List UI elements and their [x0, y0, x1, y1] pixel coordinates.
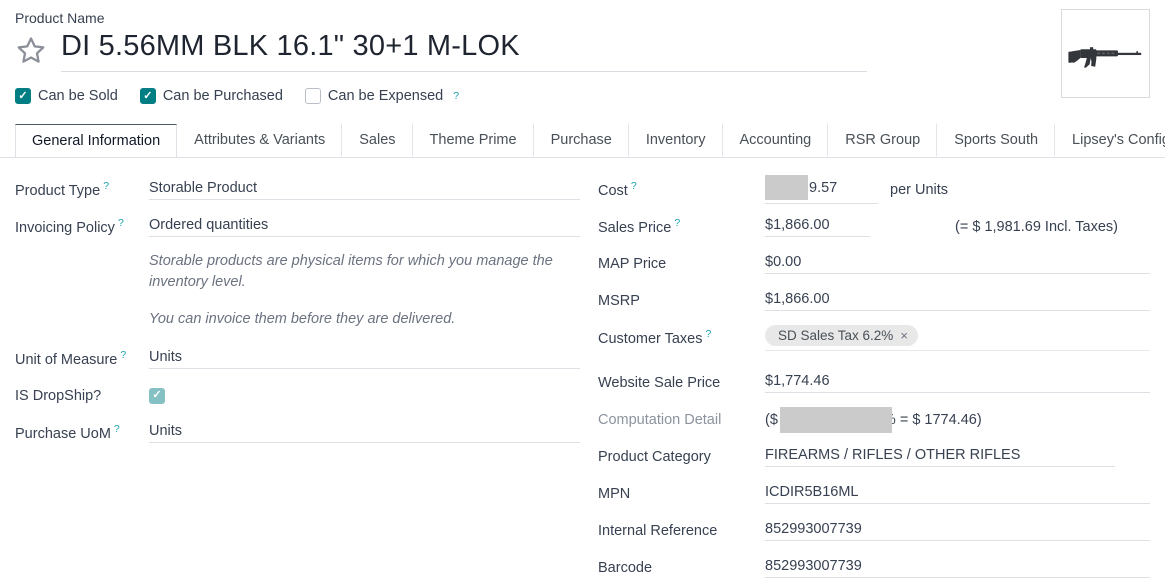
can-be-sold-checkbox[interactable]: Can be Sold	[15, 88, 118, 105]
can-be-expensed-label: Can be Expensed	[327, 88, 444, 105]
tab-sales[interactable]: Sales	[342, 123, 413, 158]
product-image[interactable]	[1061, 9, 1150, 98]
is-dropship-checkbox[interactable]	[149, 387, 165, 404]
barcode-input[interactable]: 852993007739	[765, 558, 1150, 578]
website-sale-price-input[interactable]: $1,774.46	[765, 373, 1150, 393]
checkbox-icon[interactable]	[139, 88, 156, 105]
sales-price-input[interactable]: $1,866.00	[765, 217, 870, 237]
checkbox-icon[interactable]	[304, 88, 321, 105]
sales-price-row: Sales Price? $1,866.00 (= $ 1,981.69 Inc…	[598, 208, 1150, 245]
cost-uom-suffix: per Units	[890, 181, 949, 198]
help-icon: ?	[103, 180, 110, 193]
cost-input[interactable]: 9.57	[765, 175, 878, 205]
mpn-row: MPN ICDIR5B16ML	[598, 475, 1150, 512]
invoicing-policy-label: Invoicing Policy?	[15, 217, 124, 237]
unit-of-measure-select[interactable]: Units	[149, 349, 580, 369]
tab-purchase[interactable]: Purchase	[534, 123, 629, 158]
purchase-uom-select[interactable]: Units	[149, 423, 580, 443]
unit-of-measure-label: Unit of Measure?	[15, 349, 127, 369]
storable-product-helper-text: Storable products are physical items for…	[149, 253, 553, 291]
product-type-select[interactable]: Storable Product	[149, 180, 580, 200]
tab-accounting[interactable]: Accounting	[723, 123, 829, 158]
help-icon: ?	[630, 180, 637, 193]
can-be-sold-label: Can be Sold	[38, 88, 118, 105]
help-icon: ?	[453, 90, 460, 103]
tab-lipseys-configuration[interactable]: Lipsey's Configu	[1055, 123, 1165, 157]
tab-theme-prime[interactable]: Theme Prime	[413, 123, 534, 158]
product-category-input[interactable]: FIREARMS / RIFLES / OTHER RIFLES	[765, 447, 1115, 467]
mpn-input[interactable]: ICDIR5B16ML	[765, 484, 1150, 504]
customer-taxes-label: Customer Taxes?	[598, 328, 712, 348]
msrp-label: MSRP	[598, 292, 640, 309]
product-category-label: Product Category	[598, 448, 711, 465]
website-sale-price-row: Website Sale Price $1,774.46	[598, 364, 1150, 401]
tab-attributes-variants[interactable]: Attributes & Variants	[177, 123, 343, 158]
tab-general-information[interactable]: General Information	[15, 124, 178, 158]
map-price-row: MAP Price $0.00	[598, 245, 1150, 282]
customer-taxes-row: Customer Taxes? SD Sales Tax 6.2% ×	[598, 319, 1150, 356]
tab-rsr-group[interactable]: RSR Group	[828, 123, 938, 158]
computation-detail-row: Computation Detail ($% = $ 1774.46)	[598, 401, 1150, 438]
help-icon: ?	[117, 217, 124, 230]
invoice-helper-text: You can invoice them before they are del…	[149, 311, 456, 328]
product-title-input[interactable]: DI 5.56MM BLK 16.1" 30+1 M-LOK	[61, 30, 867, 73]
tax-tag[interactable]: SD Sales Tax 6.2% ×	[765, 324, 918, 346]
cost-label: Cost?	[598, 180, 637, 200]
product-category-row: Product Category FIREARMS / RIFLES / OTH…	[598, 438, 1150, 475]
computation-detail-label: Computation Detail	[598, 411, 722, 428]
invoicing-policy-row: Invoicing Policy? Ordered quantities	[15, 208, 580, 245]
rifle-image	[1067, 46, 1141, 68]
can-be-expensed-checkbox[interactable]: Can be Expensed ?	[304, 88, 460, 105]
redaction-box	[779, 406, 892, 433]
taxes-included-note: (= $ 1,981.69 Incl. Taxes)	[955, 218, 1118, 235]
is-dropship-row: IS DropShip?	[15, 377, 580, 414]
general-information-pane: Product Type? Storable Product Invoicing…	[0, 158, 1165, 581]
internal-reference-row: Internal Reference 852993007739	[598, 512, 1150, 549]
redaction-box	[765, 175, 808, 201]
msrp-input[interactable]: $1,866.00	[765, 291, 1150, 311]
tax-tag-label: SD Sales Tax 6.2%	[778, 327, 894, 343]
help-icon: ?	[120, 349, 127, 362]
msrp-row: MSRP $1,866.00	[598, 282, 1150, 319]
tab-inventory[interactable]: Inventory	[629, 123, 723, 158]
help-icon: ?	[113, 423, 120, 436]
customer-taxes-field[interactable]: SD Sales Tax 6.2% ×	[765, 324, 1150, 351]
favorite-star-icon[interactable]	[15, 35, 47, 67]
capability-checkboxes: Can be Sold Can be Purchased Can be Expe…	[15, 86, 1150, 106]
purchase-uom-row: Purchase UoM? Units	[15, 414, 580, 451]
map-price-label: MAP Price	[598, 255, 667, 272]
internal-reference-input[interactable]: 852993007739	[765, 521, 1150, 541]
unit-of-measure-row: Unit of Measure? Units	[15, 340, 580, 377]
sales-price-label: Sales Price?	[598, 217, 681, 237]
cost-row: Cost? 9.57 per Units	[598, 171, 1150, 208]
computation-detail-value: ($% = $ 1774.46)	[765, 406, 1150, 433]
product-type-row: Product Type? Storable Product	[15, 171, 580, 208]
help-icon: ?	[705, 328, 712, 341]
can-be-purchased-checkbox[interactable]: Can be Purchased	[139, 88, 283, 105]
product-header: Product Name DI 5.56MM BLK 16.1" 30+1 M-…	[0, 0, 1165, 106]
map-price-input[interactable]: $0.00	[765, 254, 1150, 274]
product-name-label: Product Name	[15, 10, 105, 26]
can-be-purchased-label: Can be Purchased	[162, 88, 283, 105]
is-dropship-label: IS DropShip?	[15, 387, 102, 404]
mpn-label: MPN	[598, 485, 631, 502]
internal-reference-label: Internal Reference	[598, 522, 718, 539]
barcode-row: Barcode 852993007739	[598, 549, 1150, 581]
website-sale-price-label: Website Sale Price	[598, 374, 721, 391]
barcode-label: Barcode	[598, 559, 653, 576]
notebook-tabs: General Information Attributes & Variant…	[0, 119, 1165, 159]
help-icon: ?	[674, 217, 681, 230]
remove-tag-icon[interactable]: ×	[900, 327, 908, 343]
invoicing-policy-select[interactable]: Ordered quantities	[149, 217, 580, 237]
tab-sports-south[interactable]: Sports South	[937, 123, 1056, 158]
checkbox-icon[interactable]	[15, 88, 31, 105]
purchase-uom-label: Purchase UoM?	[15, 423, 120, 443]
product-type-label: Product Type?	[15, 180, 110, 200]
